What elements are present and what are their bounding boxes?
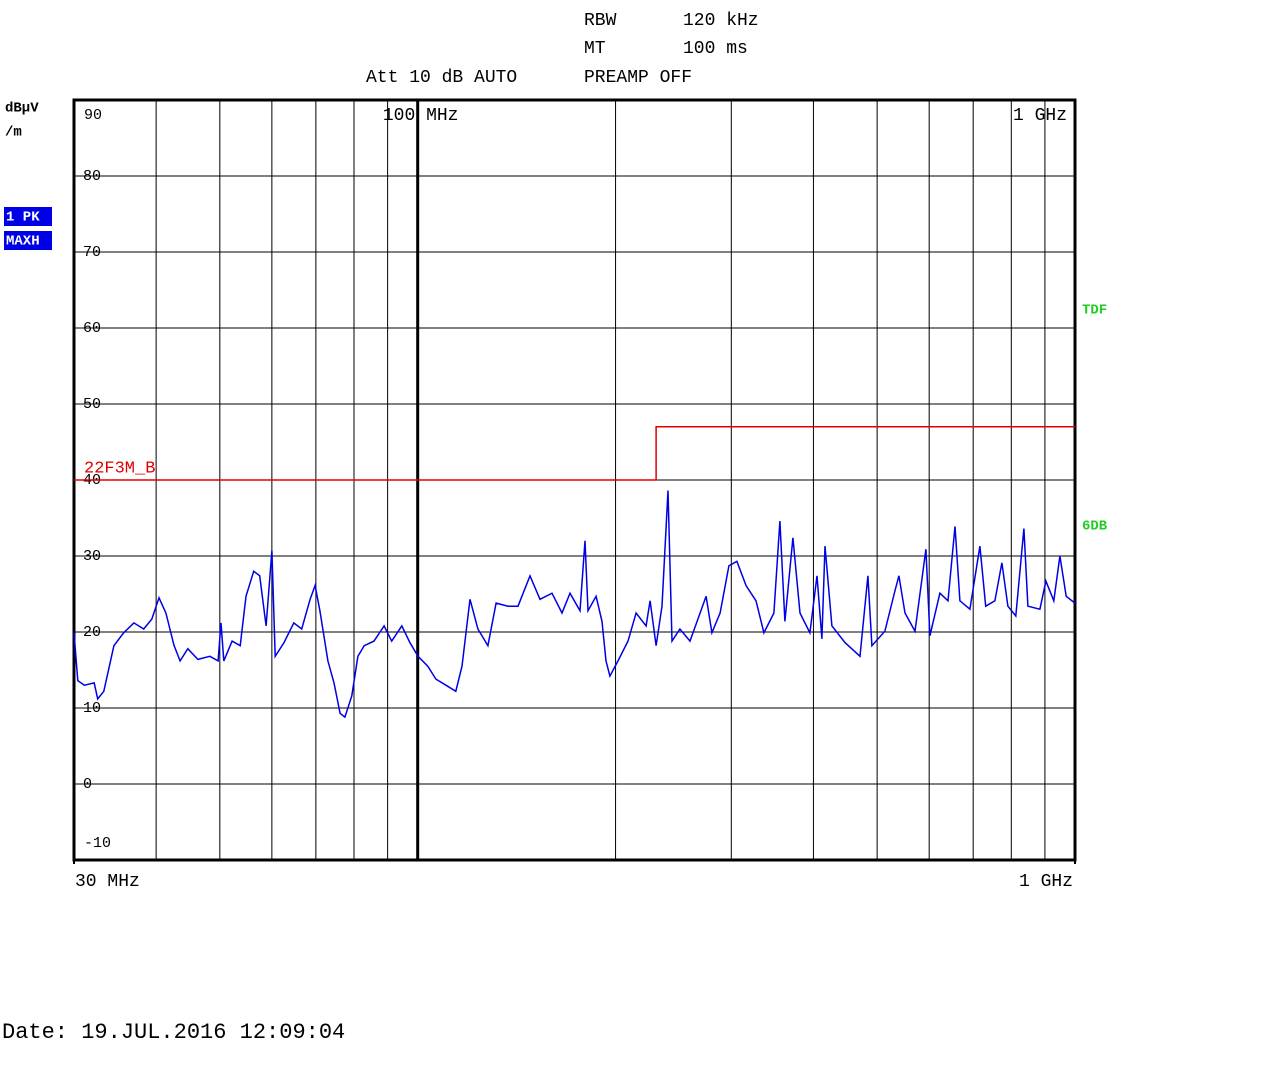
- y-unit: /m: [5, 125, 22, 141]
- trace-mode: MAXH: [6, 234, 40, 250]
- side-label: 6DB: [1082, 519, 1108, 535]
- preamp-setting: PREAMP OFF: [584, 68, 692, 88]
- limit-line-label: 22F3M_B: [84, 459, 155, 478]
- trace-detector: 1 PK: [6, 210, 40, 226]
- y-tick-label: -10: [84, 835, 111, 852]
- y-tick-label: 90: [84, 107, 102, 124]
- y-tick-label: 50: [83, 396, 101, 413]
- trace-badge: [4, 231, 52, 250]
- x-tick-label: 1 GHz: [1019, 872, 1073, 892]
- y-tick-label: 30: [83, 548, 101, 565]
- date-stamp: Date: 19.JUL.2016 12:09:04: [2, 1020, 345, 1045]
- side-label: TDF: [1082, 303, 1107, 319]
- y-tick-label: 60: [83, 320, 101, 337]
- rbw-label: RBW: [584, 11, 617, 31]
- att-setting: Att 10 dB AUTO: [366, 68, 517, 88]
- y-tick-label: 10: [83, 700, 101, 717]
- y-tick-label: 80: [83, 168, 101, 185]
- y-tick-label: 70: [83, 244, 101, 261]
- mt-value: 100 ms: [683, 39, 748, 59]
- x-tick-label-top: 1 GHz: [1013, 106, 1067, 126]
- x-tick-label-top: 100 MHz: [383, 106, 459, 126]
- y-tick-label: 20: [83, 624, 101, 641]
- trace-line: [73, 490, 1076, 719]
- mt-label: MT: [584, 39, 606, 59]
- y-tick-label: 0: [83, 776, 92, 793]
- y-unit: dBµV: [5, 101, 39, 117]
- trace-badge: [4, 207, 52, 226]
- trace-line: [74, 426, 1075, 481]
- rbw-value: 120 kHz: [683, 11, 759, 31]
- x-tick-label: 30 MHz: [75, 872, 140, 892]
